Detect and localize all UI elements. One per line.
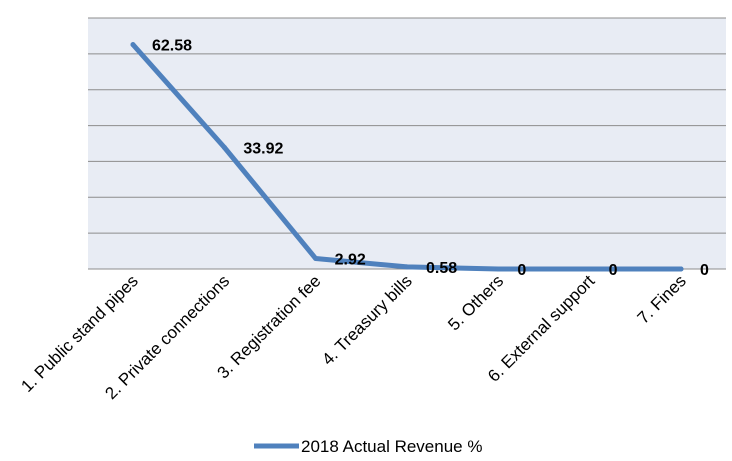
legend-label: 2018 Actual Revenue % [301, 437, 482, 456]
plot-area [88, 18, 726, 269]
x-tick-label: 5. Others [444, 271, 507, 334]
x-tick-label: 3. Registration fee [214, 271, 325, 382]
x-tick-label: 4. Treasury bills [318, 271, 416, 369]
data-point [313, 256, 319, 262]
data-label: 62.58 [152, 38, 192, 55]
data-label: 0.58 [426, 260, 457, 277]
legend: 2018 Actual Revenue % [254, 437, 482, 456]
data-label: 2.92 [335, 252, 366, 269]
data-point [495, 266, 501, 272]
data-point [678, 266, 684, 272]
data-label: 0 [609, 262, 618, 279]
data-point [130, 42, 136, 48]
data-label: 33.92 [243, 140, 283, 157]
data-label: 0 [517, 262, 526, 279]
gridlines [88, 17, 726, 270]
data-point [221, 144, 227, 150]
data-label: 0 [700, 262, 709, 279]
data-series [130, 42, 684, 272]
x-tick-label: 7. Fines [634, 271, 690, 327]
data-point [404, 264, 410, 270]
data-labels: 62.58 33.92 2.92 0.58 0 0 0 [152, 38, 709, 279]
data-point [587, 266, 593, 272]
